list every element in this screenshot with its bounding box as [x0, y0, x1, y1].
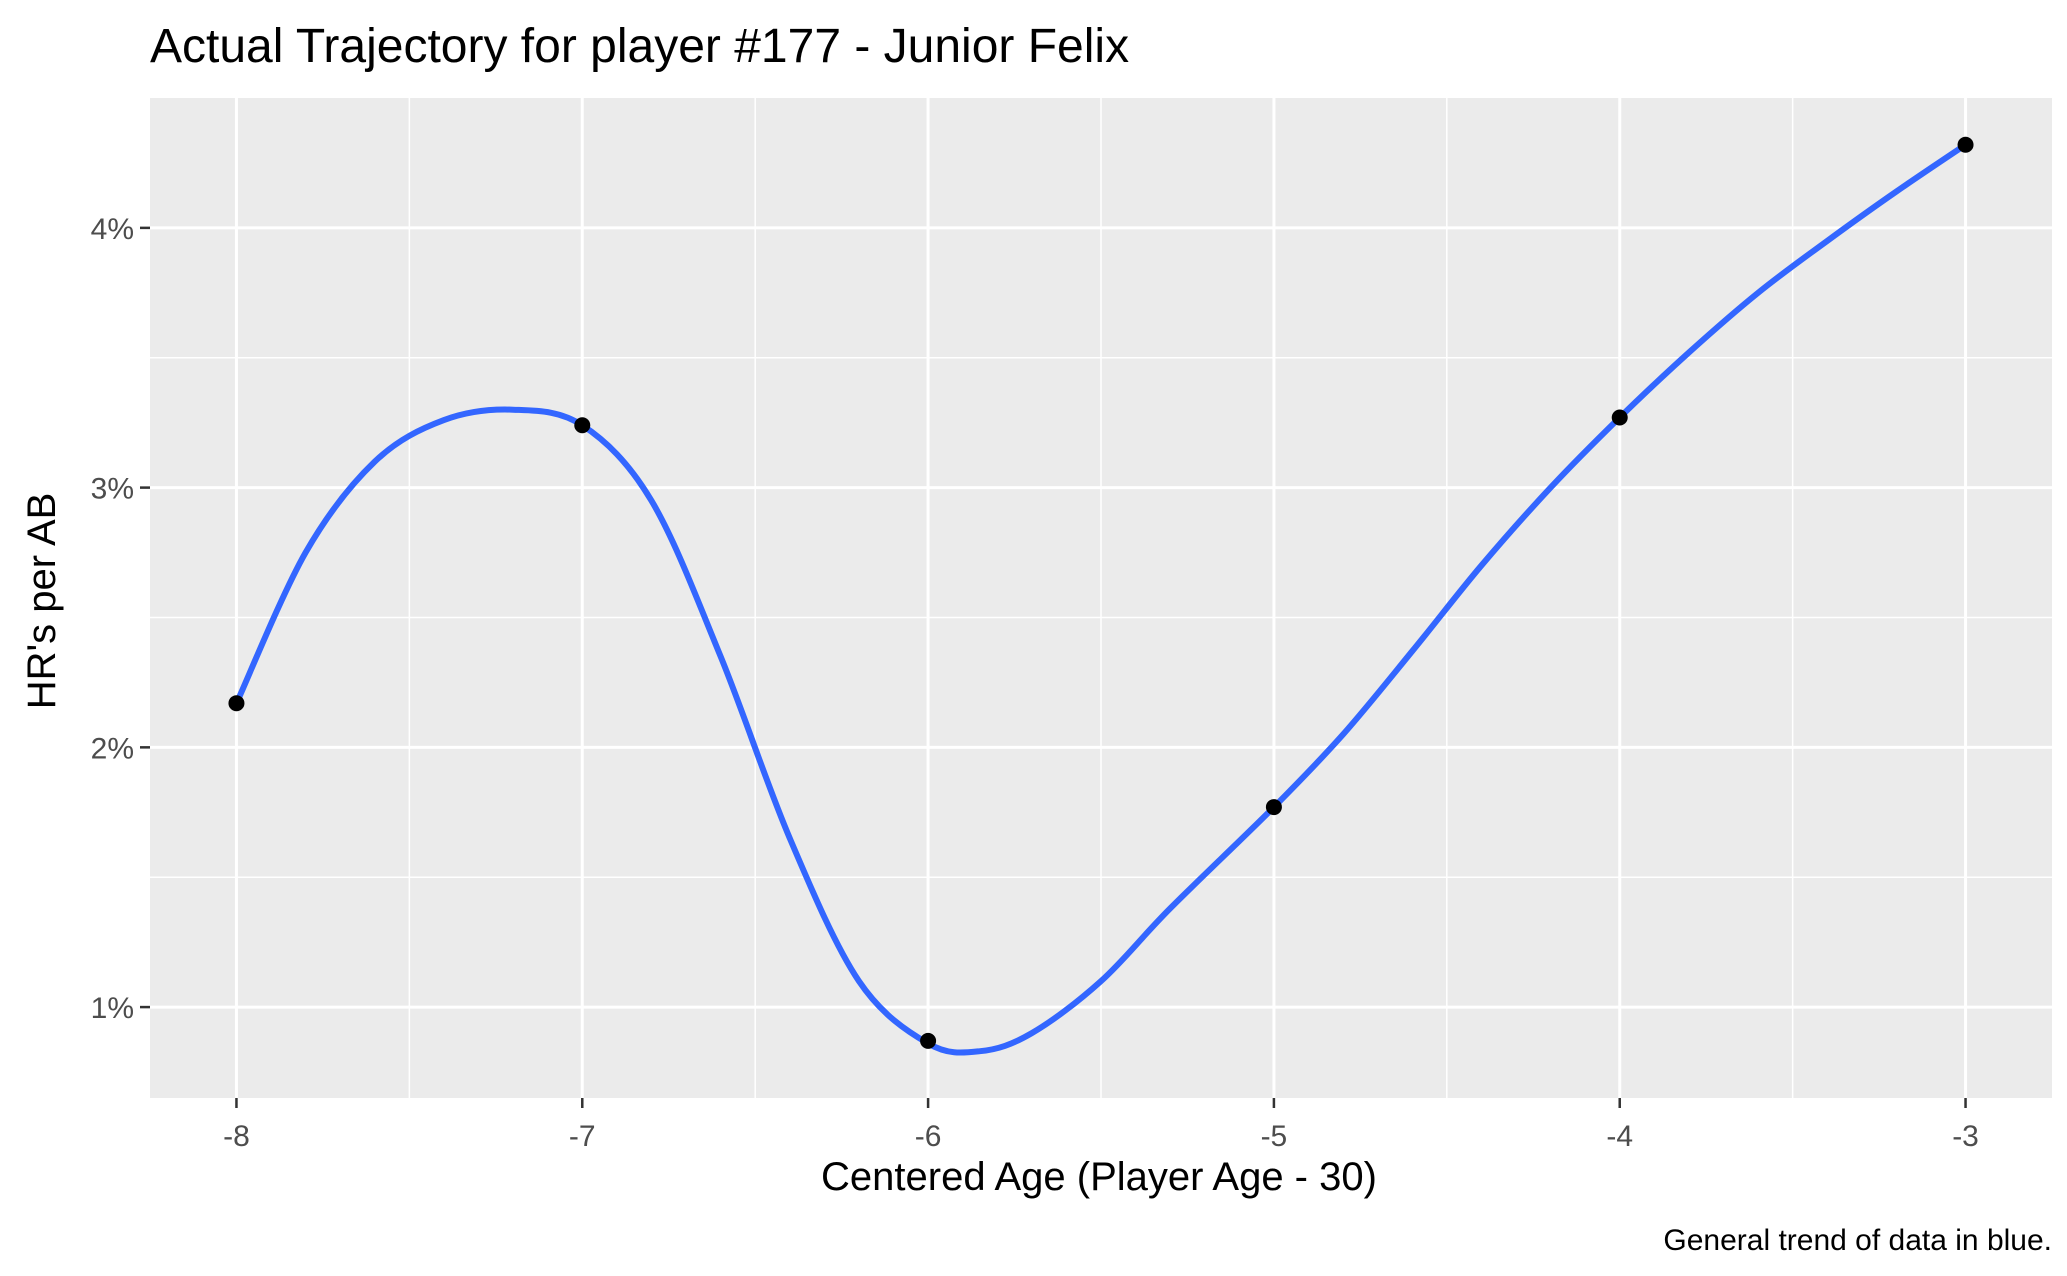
data-point [228, 695, 245, 712]
major-gridlines [150, 98, 2052, 1098]
y-axis-ticks: 1% 2% 3% 4% [91, 213, 150, 1025]
y-tick-label: 2% [91, 732, 134, 765]
y-axis-title: HR's per AB [20, 493, 64, 710]
data-point [1611, 409, 1628, 426]
x-tick-label: -7 [569, 1120, 596, 1153]
data-point [1957, 136, 1974, 153]
x-axis-ticks: -8 -7 -6 -5 -4 -3 [223, 1098, 1979, 1153]
minor-gridlines [150, 98, 2052, 1098]
x-tick-label: -5 [1261, 1120, 1288, 1153]
x-tick-label: -8 [223, 1120, 250, 1153]
data-point [920, 1032, 937, 1049]
trend-line [233, 141, 1969, 1056]
y-tick-label: 4% [91, 213, 134, 246]
data-point [574, 417, 591, 434]
x-tick-label: -3 [1952, 1120, 1979, 1153]
x-axis-title: Centered Age (Player Age - 30) [821, 1155, 1377, 1199]
x-tick-label: -4 [1606, 1120, 1633, 1153]
data-point [1265, 799, 1282, 816]
data-points [228, 136, 1974, 1049]
y-tick-label: 3% [91, 473, 134, 506]
chart-title: Actual Trajectory for player #177 - Juni… [150, 20, 1129, 73]
caption: General trend of data in blue. [1663, 1224, 2052, 1257]
y-tick-label: 1% [91, 992, 134, 1025]
x-tick-label: -6 [915, 1120, 942, 1153]
